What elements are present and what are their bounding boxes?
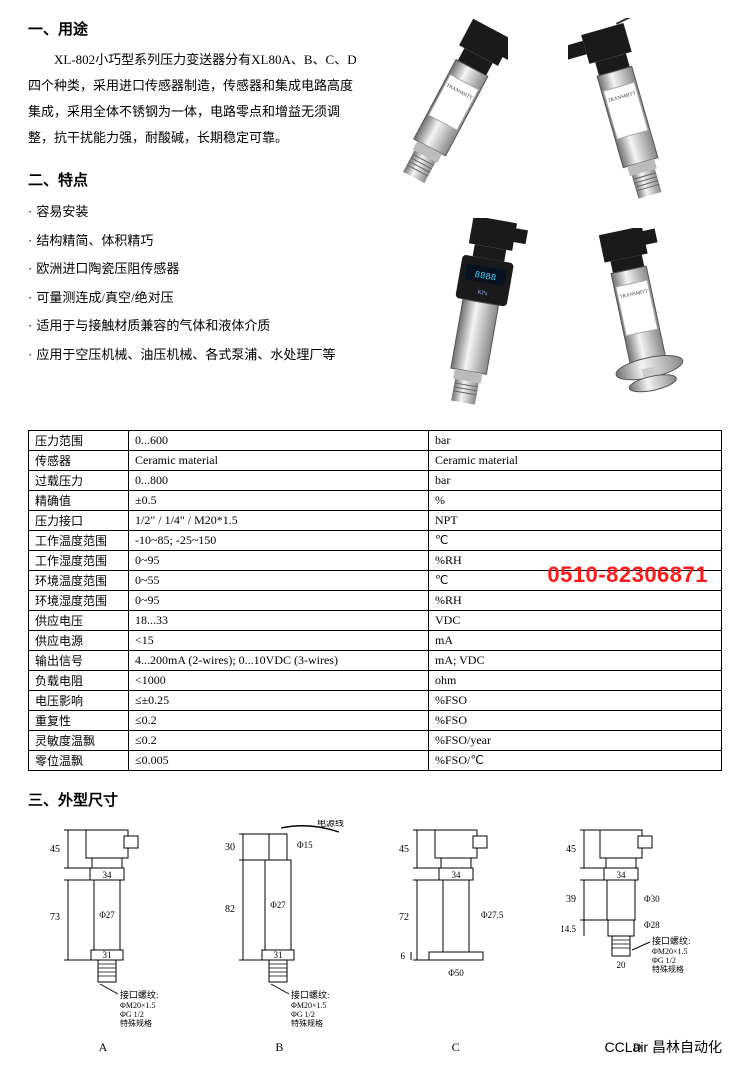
feature-item: 结构精简、体积精巧 xyxy=(28,227,358,256)
features-list: 容易安装结构精简、体积精巧欧洲进口陶瓷压阻传感器可量测连成/真空/绝对压适用于与… xyxy=(28,198,358,370)
table-row: 灵敏度温飘≤0.2%FSO/year xyxy=(29,731,722,751)
table-row: 环境湿度范围0~95%RH xyxy=(29,591,722,611)
svg-text:ΦM20×1.5: ΦM20×1.5 xyxy=(652,947,687,956)
dim-col-b: 电源线 30 82 Φ15 Φ27 31 接口螺纹: ΦM20×1.5 ΦG 1… xyxy=(199,820,359,1055)
intro-paragraph: XL-802小巧型系列压力变送器分有XL80A、B、C、D四个种类，采用进口传感… xyxy=(28,47,358,151)
table-row: 过载压力0...800bar xyxy=(29,471,722,491)
svg-text:Φ50: Φ50 xyxy=(448,968,464,978)
feature-item: 适用于与接触材质兼容的气体和液体介质 xyxy=(28,312,358,341)
dim-col-c: 45 72 6 34 Φ27.5 Φ50 C xyxy=(381,820,531,1055)
svg-text:20: 20 xyxy=(616,960,626,970)
svg-text:31: 31 xyxy=(103,950,112,960)
svg-text:Φ27.5: Φ27.5 xyxy=(481,910,504,920)
svg-text:73: 73 xyxy=(50,912,60,923)
svg-text:34: 34 xyxy=(451,870,461,880)
svg-text:ΦG 1/2: ΦG 1/2 xyxy=(291,1010,315,1019)
svg-text:ΦG 1/2: ΦG 1/2 xyxy=(652,956,676,965)
feature-item: 容易安装 xyxy=(28,198,358,227)
svg-text:6: 6 xyxy=(400,951,405,961)
phone-number: 0510-82306871 xyxy=(547,562,708,588)
dimensions-row: 45 73 34 Φ27 31 接口螺纹: ΦM20×1.5 ΦG 1/2 特殊… xyxy=(28,820,722,1055)
table-row: 零位温飘≤0.005%FSO/℃ xyxy=(29,751,722,771)
section1-title: 一、用途 xyxy=(28,18,358,39)
spec-table: 压力范围0...600bar传感器Ceramic materialCeramic… xyxy=(28,430,722,771)
svg-text:特殊规格: 特殊规格 xyxy=(291,1018,323,1028)
dim-col-a: 45 73 34 Φ27 31 接口螺纹: ΦM20×1.5 ΦG 1/2 特殊… xyxy=(28,820,178,1055)
svg-text:ΦM20×1.5: ΦM20×1.5 xyxy=(120,1001,155,1010)
table-row: 工作温度范围-10~85; -25~150℃ xyxy=(29,531,722,551)
svg-text:39: 39 xyxy=(566,894,576,905)
svg-text:45: 45 xyxy=(399,844,409,855)
dim-col-d: 45 39 14.5 34 Φ30 Φ28 20 接口螺纹: ΦM20×1.5 … xyxy=(552,820,722,1055)
feature-item: 可量测连成/真空/绝对压 xyxy=(28,284,358,313)
svg-text:31: 31 xyxy=(274,950,283,960)
table-row: 供应电压18...33VDC xyxy=(29,611,722,631)
table-row: 压力范围0...600bar xyxy=(29,431,722,451)
table-row: 电压影响≤±0.25%FSO xyxy=(29,691,722,711)
svg-text:接口螺纹:: 接口螺纹: xyxy=(120,989,159,1000)
svg-text:30: 30 xyxy=(225,842,235,853)
section3-title: 三、外型尺寸 xyxy=(28,789,722,810)
section2-title: 二、特点 xyxy=(28,169,358,190)
svg-text:特殊规格: 特殊规格 xyxy=(652,964,684,974)
svg-text:Φ27: Φ27 xyxy=(271,900,287,910)
svg-text:45: 45 xyxy=(50,844,60,855)
svg-text:ΦM20×1.5: ΦM20×1.5 xyxy=(291,1001,326,1010)
svg-text:45: 45 xyxy=(566,844,576,855)
feature-item: 应用于空压机械、油压机械、各式泵浦、水处理厂等 xyxy=(28,341,358,370)
footer-brand: CCLair 昌林自动化 xyxy=(605,1037,722,1057)
svg-text:Φ27: Φ27 xyxy=(99,910,115,920)
table-row: 精确值±0.5% xyxy=(29,491,722,511)
feature-item: 欧洲进口陶瓷压阻传感器 xyxy=(28,255,358,284)
svg-text:特殊规格: 特殊规格 xyxy=(120,1018,152,1028)
svg-text:72: 72 xyxy=(399,912,409,923)
svg-text:电源线: 电源线 xyxy=(317,820,344,828)
product-images: TRANSMITT TRANSMITT xyxy=(378,18,722,418)
table-row: 压力接口1/2" / 1/4" / M20*1.5NPT xyxy=(29,511,722,531)
svg-text:14.5: 14.5 xyxy=(560,924,576,934)
table-row: 供应电源<15mA xyxy=(29,631,722,651)
table-row: 负载电阻<1000ohm xyxy=(29,671,722,691)
table-row: 传感器Ceramic materialCeramic material xyxy=(29,451,722,471)
svg-text:34: 34 xyxy=(616,870,626,880)
svg-text:Φ28: Φ28 xyxy=(644,920,660,930)
table-row: 输出信号4...200mA (2-wires); 0...10VDC (3-wi… xyxy=(29,651,722,671)
svg-text:Φ15: Φ15 xyxy=(297,840,313,850)
svg-text:接口螺纹:: 接口螺纹: xyxy=(652,935,691,946)
svg-text:82: 82 xyxy=(225,904,235,915)
table-row: 重复性≤0.2%FSO xyxy=(29,711,722,731)
svg-text:接口螺纹:: 接口螺纹: xyxy=(291,989,330,1000)
svg-text:Φ30: Φ30 xyxy=(644,894,660,904)
svg-text:ΦG 1/2: ΦG 1/2 xyxy=(120,1010,144,1019)
svg-text:34: 34 xyxy=(103,870,113,880)
